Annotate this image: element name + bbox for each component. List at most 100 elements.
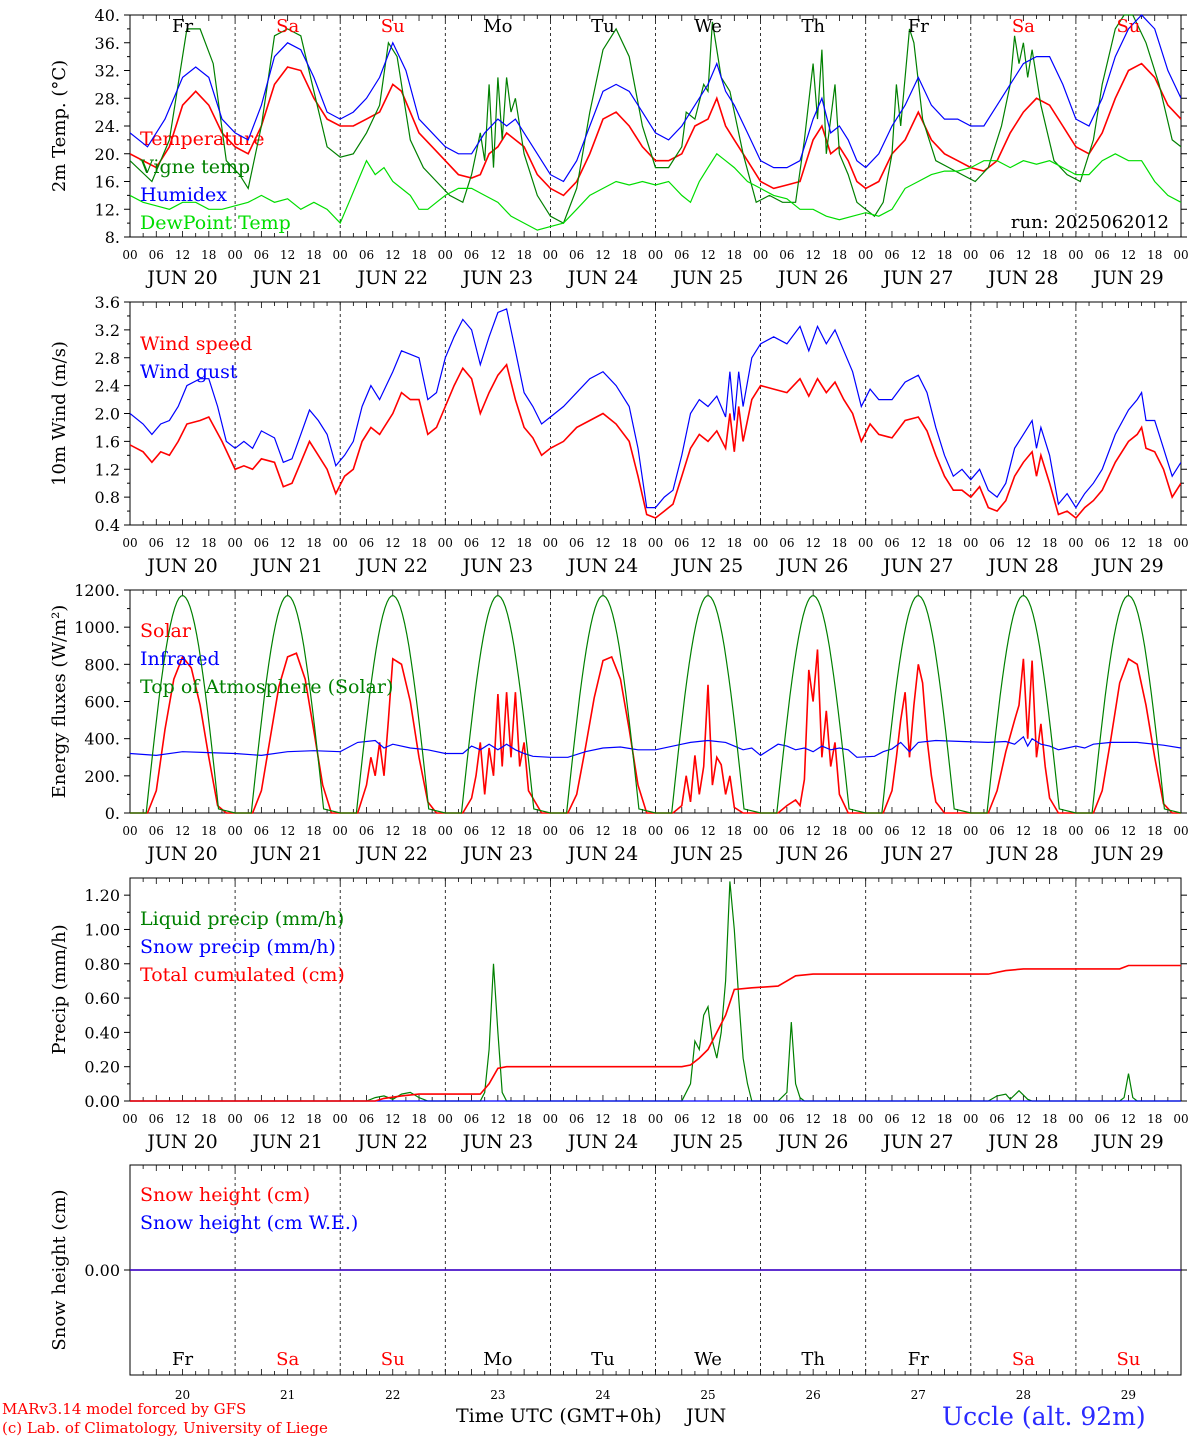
wind-hour-label: 00 bbox=[1173, 536, 1188, 550]
snow-day-number: 21 bbox=[280, 1388, 295, 1402]
wind-hour-label: 00 bbox=[122, 536, 137, 550]
energy-hour-label: 12 bbox=[806, 824, 821, 838]
precip-date-label: JUN 28 bbox=[986, 1131, 1058, 1153]
precip-hour-label: 00 bbox=[543, 1112, 558, 1126]
wind-hour-label: 06 bbox=[1095, 536, 1110, 550]
wind-y-tick-label: 2.0 bbox=[95, 405, 120, 424]
energy-hour-label: 18 bbox=[201, 824, 216, 838]
wind-y-axis-title: 10m Wind (m/s) bbox=[49, 341, 70, 486]
temp-hour-label: 06 bbox=[884, 248, 899, 262]
temp-date-label: JUN 23 bbox=[461, 267, 533, 289]
temp-hour-label: 00 bbox=[858, 248, 873, 262]
precip-hour-label: 18 bbox=[832, 1112, 847, 1126]
precip-hour-label: 12 bbox=[385, 1112, 400, 1126]
precip-y-tick-label: 0.20 bbox=[84, 1058, 120, 1077]
energy-hour-label: 06 bbox=[359, 824, 374, 838]
snow-weekday-label: Fr bbox=[172, 1349, 193, 1370]
energy-hour-label: 00 bbox=[333, 824, 348, 838]
wind-date-label: JUN 25 bbox=[671, 555, 743, 577]
precip-date-label: JUN 29 bbox=[1091, 1131, 1163, 1153]
temp-hour-label: 06 bbox=[1095, 248, 1110, 262]
precip-y-tick-label: 1.00 bbox=[84, 920, 120, 939]
precip-hour-label: 00 bbox=[333, 1112, 348, 1126]
energy-hour-label: 18 bbox=[832, 824, 847, 838]
snow-day-number: 26 bbox=[806, 1388, 821, 1402]
energy-hour-label: 06 bbox=[149, 824, 164, 838]
energy-hour-label: 06 bbox=[254, 824, 269, 838]
precip-hour-label: 18 bbox=[1042, 1112, 1057, 1126]
run-label: run: 2025062012 bbox=[1011, 212, 1169, 233]
energy-hour-label: 12 bbox=[595, 824, 610, 838]
precip-date-label: JUN 25 bbox=[671, 1131, 743, 1153]
precip-hour-label: 00 bbox=[1173, 1112, 1188, 1126]
temp-hour-label: 18 bbox=[727, 248, 742, 262]
energy-hour-label: 12 bbox=[911, 824, 926, 838]
wind-date-label: JUN 23 bbox=[461, 555, 533, 577]
snow-legend-snow-height-cm-w-e: Snow height (cm W.E.) bbox=[140, 1212, 358, 1234]
precip-hour-label: 18 bbox=[306, 1112, 321, 1126]
temp-legend-humidex: Humidex bbox=[140, 184, 227, 206]
energy-hour-label: 00 bbox=[122, 824, 137, 838]
energy-hour-label: 00 bbox=[438, 824, 453, 838]
precip-hour-label: 12 bbox=[1016, 1112, 1031, 1126]
precip-hour-label: 06 bbox=[779, 1112, 794, 1126]
wind-hour-label: 06 bbox=[254, 536, 269, 550]
temp-hour-label: 18 bbox=[622, 248, 637, 262]
wind-hour-label: 00 bbox=[333, 536, 348, 550]
precip-hour-label: 00 bbox=[858, 1112, 873, 1126]
precip-hour-label: 06 bbox=[1095, 1112, 1110, 1126]
wind-hour-label: 00 bbox=[1068, 536, 1083, 550]
snow-day-number: 25 bbox=[700, 1388, 715, 1402]
wind-date-label: JUN 24 bbox=[566, 555, 638, 577]
snow-weekday-label: Sa bbox=[1012, 1349, 1035, 1370]
temp-series-humidex bbox=[130, 14, 1181, 183]
snow-day-number: 24 bbox=[595, 1388, 611, 1402]
energy-hour-label: 00 bbox=[227, 824, 242, 838]
wind-hour-label: 12 bbox=[700, 536, 715, 550]
energy-hour-label: 00 bbox=[858, 824, 873, 838]
wind-hour-label: 06 bbox=[149, 536, 164, 550]
energy-y-tick-label: 1200. bbox=[74, 581, 120, 600]
energy-hour-label: 12 bbox=[175, 824, 190, 838]
temp-hour-label: 18 bbox=[516, 248, 531, 262]
temp-y-tick-label: 20. bbox=[95, 145, 120, 164]
wind-series-wind-speed bbox=[130, 362, 1181, 520]
temp-hour-label: 12 bbox=[595, 248, 610, 262]
wind-hour-label: 00 bbox=[858, 536, 873, 550]
precip-hour-label: 00 bbox=[648, 1112, 663, 1126]
temp-date-label: JUN 25 bbox=[671, 267, 743, 289]
precip-hour-label: 06 bbox=[359, 1112, 374, 1126]
temp-weekday-label: Sa bbox=[276, 16, 299, 37]
wind-date-label: JUN 29 bbox=[1091, 555, 1163, 577]
energy-hour-label: 12 bbox=[1121, 824, 1136, 838]
temp-panel: 8. 12. 16. 20. 24. 28. 32. 36. 40. 2m Temp. (°C) T… bbox=[49, 6, 1189, 289]
wind-hour-label: 18 bbox=[1042, 536, 1057, 550]
temp-y-tick-label: 40. bbox=[95, 6, 120, 25]
temp-hour-label: 12 bbox=[490, 248, 505, 262]
energy-date-label: JUN 29 bbox=[1091, 843, 1163, 865]
temp-y-tick-label: 8. bbox=[105, 228, 120, 247]
energy-hour-label: 18 bbox=[411, 824, 426, 838]
energy-date-label: JUN 23 bbox=[461, 843, 533, 865]
wind-y-tick-label: 2.8 bbox=[95, 349, 120, 368]
temp-hour-label: 12 bbox=[700, 248, 715, 262]
temp-hour-label: 00 bbox=[1173, 248, 1188, 262]
wind-hour-label: 18 bbox=[727, 536, 742, 550]
temp-legend-vigne-temp: Vigne temp bbox=[139, 156, 250, 178]
energy-hour-label: 00 bbox=[648, 824, 663, 838]
wind-hour-label: 12 bbox=[1121, 536, 1136, 550]
temp-hour-label: 00 bbox=[543, 248, 558, 262]
temp-hour-label: 18 bbox=[1147, 248, 1162, 262]
wind-hour-label: 06 bbox=[569, 536, 584, 550]
energy-y-tick-label: 0. bbox=[105, 804, 120, 823]
temp-y-tick-label: 24. bbox=[95, 117, 120, 136]
wind-date-label: JUN 27 bbox=[881, 555, 953, 577]
wind-date-label: JUN 28 bbox=[986, 555, 1058, 577]
energy-date-label: JUN 21 bbox=[250, 843, 322, 865]
energy-frame bbox=[129, 589, 1182, 814]
energy-date-label: JUN 20 bbox=[145, 843, 217, 865]
wind-hour-label: 00 bbox=[753, 536, 768, 550]
temp-hour-label: 18 bbox=[306, 248, 321, 262]
precip-y-tick-label: 1.20 bbox=[84, 886, 120, 905]
snow-legend-snow-height-cm: Snow height (cm) bbox=[140, 1184, 310, 1206]
